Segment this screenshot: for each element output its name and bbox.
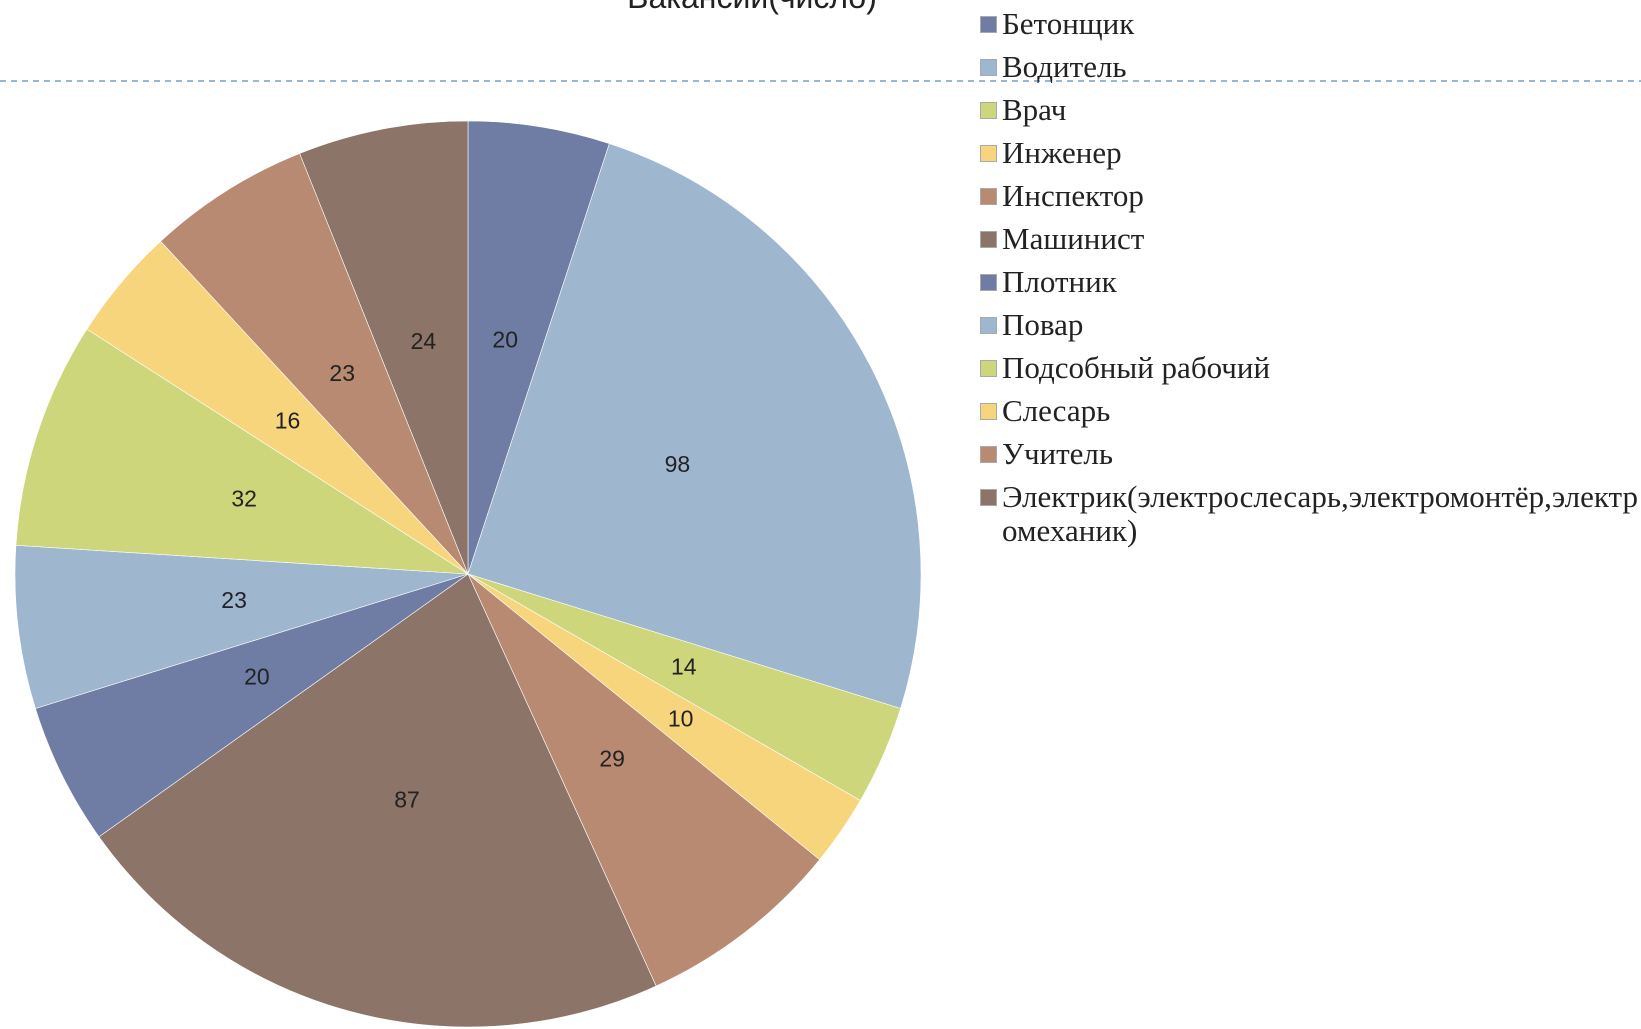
legend-swatch xyxy=(980,446,997,463)
legend-item: Электрик(электрослесарь,электромонтёр,эл… xyxy=(980,480,1641,548)
legend-item: Бетонщик xyxy=(980,7,1641,41)
data-label: 16 xyxy=(275,408,301,434)
legend-swatch xyxy=(980,102,997,119)
legend-item: Слесарь xyxy=(980,394,1641,428)
data-label: 23 xyxy=(329,360,355,386)
legend-label: Инспектор xyxy=(1002,178,1144,213)
data-label: 98 xyxy=(665,451,691,477)
legend-swatch xyxy=(980,360,997,377)
legend-swatch xyxy=(980,403,997,420)
legend-item: Водитель xyxy=(980,50,1641,84)
pie-slice xyxy=(299,120,469,575)
legend-item: Врач xyxy=(980,93,1641,127)
pie-slice xyxy=(14,544,469,709)
legend-label: Слесарь xyxy=(1002,393,1111,428)
legend-swatch xyxy=(980,274,997,291)
pie-slice xyxy=(98,573,657,1028)
pie-slice xyxy=(467,143,922,709)
pie-slice xyxy=(15,328,470,575)
legend-label: Бетонщик xyxy=(1002,6,1135,41)
legend-label: Повар xyxy=(1002,307,1084,342)
legend-item: Плотник xyxy=(980,265,1641,299)
data-label: 29 xyxy=(599,745,625,771)
data-label: 23 xyxy=(221,587,247,613)
data-label: 20 xyxy=(492,326,518,352)
legend-label: Подсобный рабочий xyxy=(1002,350,1271,385)
data-label: 20 xyxy=(244,664,270,690)
legend-item: Учитель xyxy=(980,437,1641,471)
chart-title: Вакансии(число) xyxy=(627,0,877,15)
data-label: 24 xyxy=(411,328,437,354)
legend-label: Электрик(электрослесарь,электромонтёр,эл… xyxy=(1002,479,1638,548)
legend-label: Машинист xyxy=(1002,221,1145,256)
legend-swatch xyxy=(980,59,997,76)
legend-item: Инженер xyxy=(980,136,1641,170)
data-label: 32 xyxy=(231,486,257,512)
legend-item: Машинист xyxy=(980,222,1641,256)
legend-swatch xyxy=(980,317,997,334)
pie-slice xyxy=(467,120,610,575)
legend-label: Врач xyxy=(1002,92,1067,127)
legend-label: Водитель xyxy=(1002,49,1127,84)
pie-slice xyxy=(35,573,469,838)
legend-swatch xyxy=(980,489,997,506)
data-label: 14 xyxy=(671,654,697,680)
legend-swatch xyxy=(980,231,997,248)
pie-slice xyxy=(160,153,469,575)
legend-label: Плотник xyxy=(1002,264,1117,299)
legend-swatch xyxy=(980,188,997,205)
legend-swatch xyxy=(980,16,997,33)
legend-swatch xyxy=(980,145,997,162)
legend-label: Инженер xyxy=(1002,135,1122,170)
legend-item: Инспектор xyxy=(980,179,1641,213)
data-label: 87 xyxy=(394,787,420,813)
data-label: 10 xyxy=(668,705,694,731)
pie-slice xyxy=(467,573,821,987)
legend-item: Подсобный рабочий xyxy=(980,351,1641,385)
legend-label: Учитель xyxy=(1002,436,1114,471)
legend-item: Повар xyxy=(980,308,1641,342)
